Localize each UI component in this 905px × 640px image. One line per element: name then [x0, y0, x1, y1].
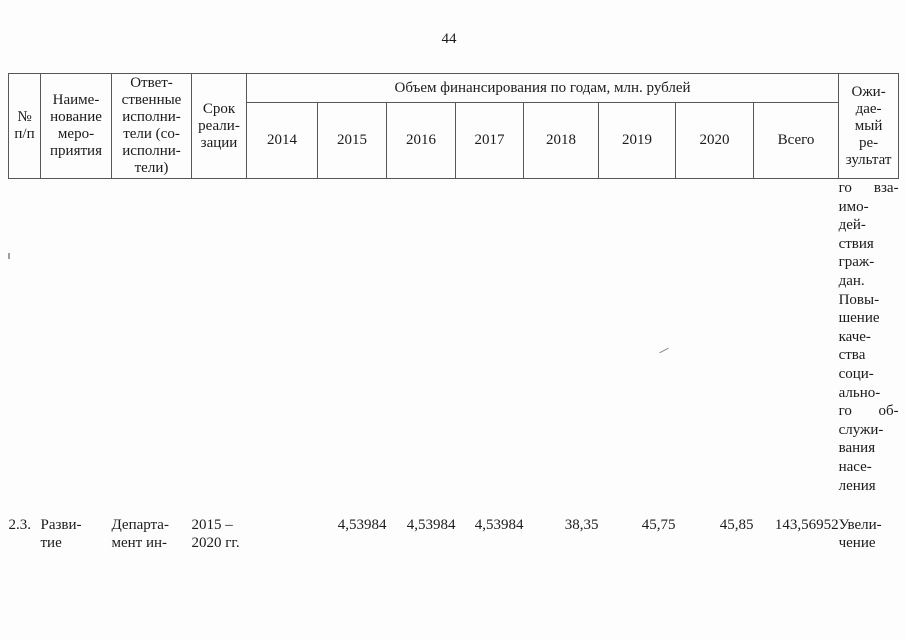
continuation-line: ства [838, 347, 866, 364]
expected-result-cell: Увели- чение [838, 516, 882, 552]
value-2019-cell: 45,75 [641, 516, 676, 533]
continuation-line: каче- [838, 328, 871, 345]
continuation-line: шение [838, 310, 880, 327]
value-2014-cell [247, 516, 318, 553]
row-number-cell: 2.3. [8, 516, 32, 533]
table-row-2-3: 2.3. Разви- тие Департа- мент ин- 2015 –… [9, 516, 899, 553]
continuation-line: насе- [838, 458, 872, 475]
col-header-name: Наиме- нование меро- приятия [40, 73, 112, 179]
col-header-funding: Объем финансирования по годам, млн. рубл… [245, 73, 840, 103]
col-header-total: Всего [752, 102, 840, 179]
header-row-years: 2014 2015 2016 2017 2018 2019 2020 Всего [9, 102, 899, 179]
col-header-year-2018: 2018 [523, 102, 599, 179]
value-2017-cell: 4,53984 [474, 516, 524, 533]
col-header-year-2017: 2017 [455, 102, 524, 179]
continuation-line: вания [838, 440, 876, 457]
continuation-line: служи- [838, 421, 884, 438]
term-cell: 2015 – 2020 гг. [191, 516, 240, 552]
continuation-empty-cells [9, 179, 839, 516]
continuation-line: ально- [838, 384, 881, 401]
continuation-line: ления [838, 477, 876, 494]
col-header-year-2015: 2015 [317, 102, 387, 179]
expected-result-continuation: го вза- имо- дей- ствия граж- дан. Повы-… [839, 179, 899, 516]
value-2015-cell: 4,53984 [337, 516, 387, 533]
col-header-year-2020: 2020 [675, 102, 754, 179]
continuation-line: го об- [838, 403, 899, 420]
executors-cell: Департа- мент ин- [111, 516, 169, 552]
continuation-line: го вза- [838, 180, 899, 196]
col-header-executors: Ответ- ственные исполни- тели (со- испол… [111, 73, 192, 179]
continuation-line: Повы- [838, 291, 880, 308]
col-header-expected-result: Ожи- дае- мый ре- зультат [838, 73, 900, 179]
col-header-year-2016: 2016 [386, 102, 456, 179]
value-2016-cell: 4,53984 [406, 516, 456, 533]
continuation-line: соци- [838, 365, 874, 382]
value-2018-cell: 38,35 [564, 516, 599, 533]
continuation-line: дей- [838, 217, 866, 234]
funding-table: № п/п Наиме- нование меро- приятия Ответ… [8, 73, 900, 553]
page-number: 44 [441, 31, 457, 47]
col-header-term: Срок реали- зации [191, 73, 247, 179]
continuation-line: граж- [838, 254, 875, 271]
col-header-num: № п/п [8, 73, 41, 179]
scan-artifact-speck [8, 253, 10, 259]
value-2020-cell: 45,85 [719, 516, 754, 533]
continuation-line: дан. [838, 272, 865, 289]
continuation-line: имо- [838, 198, 869, 215]
measure-name-cell: Разви- тие [40, 516, 82, 552]
header-row-top: № п/п Наиме- нование меро- приятия Ответ… [8, 73, 900, 179]
col-header-year-2019: 2019 [598, 102, 676, 179]
continuation-line: ствия [838, 235, 874, 252]
value-total-cell: 143,56952 [774, 516, 839, 533]
continuation-row: го вза- имо- дей- ствия граж- дан. Повы-… [9, 179, 899, 516]
col-header-year-2014: 2014 [246, 102, 318, 179]
